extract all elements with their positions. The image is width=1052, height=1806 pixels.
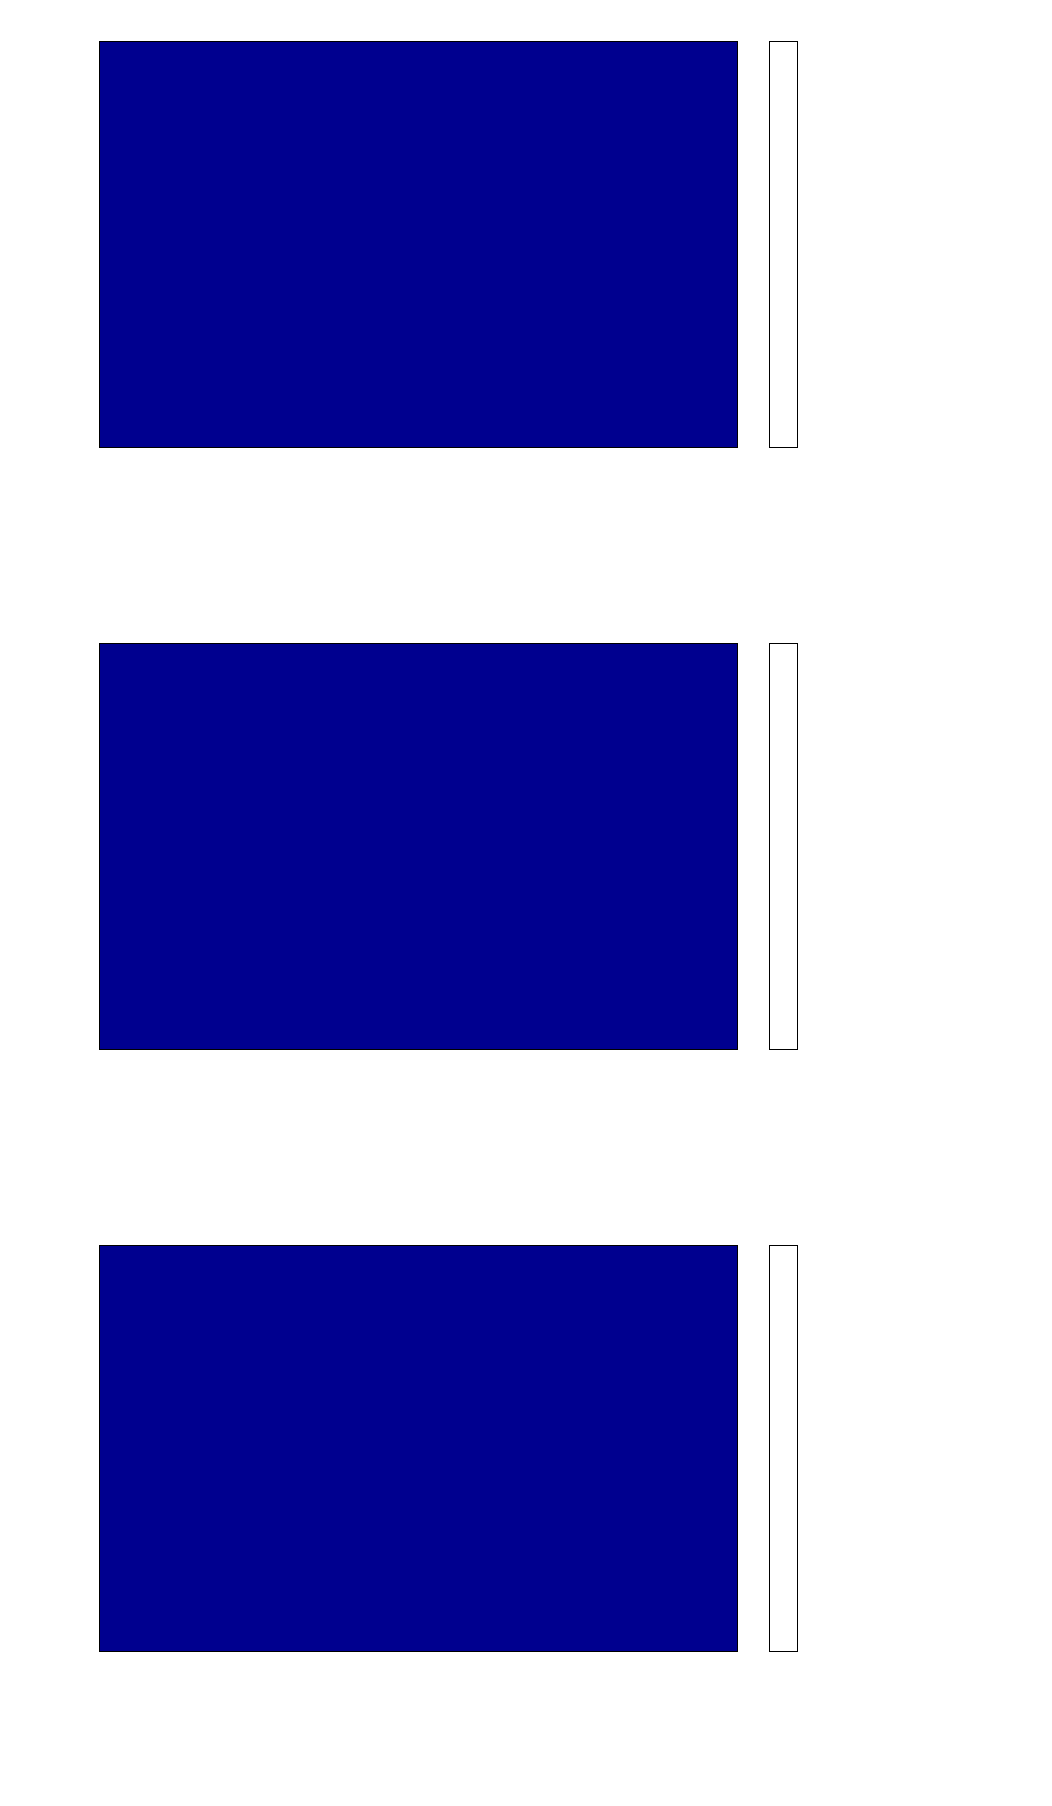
spectrogram-heatmap: [100, 42, 737, 447]
plot-area: [99, 1245, 738, 1652]
spectrogram-panel-hhz: [0, 1204, 1052, 1806]
psd-curve-overlay: [100, 42, 737, 447]
psd-curve-overlay: [100, 1246, 737, 1651]
plot-area: [99, 643, 738, 1050]
spectrogram-panel-hhn: [0, 602, 1052, 1204]
colorbar: [769, 1245, 798, 1652]
colorbar: [769, 41, 798, 448]
spectrogram-heatmap: [100, 644, 737, 1049]
plot-area: [99, 41, 738, 448]
spectrogram-panel-hhe: [0, 0, 1052, 602]
colorbar: [769, 643, 798, 1050]
psd-curve-overlay: [100, 644, 737, 1049]
spectrogram-heatmap: [100, 1246, 737, 1651]
